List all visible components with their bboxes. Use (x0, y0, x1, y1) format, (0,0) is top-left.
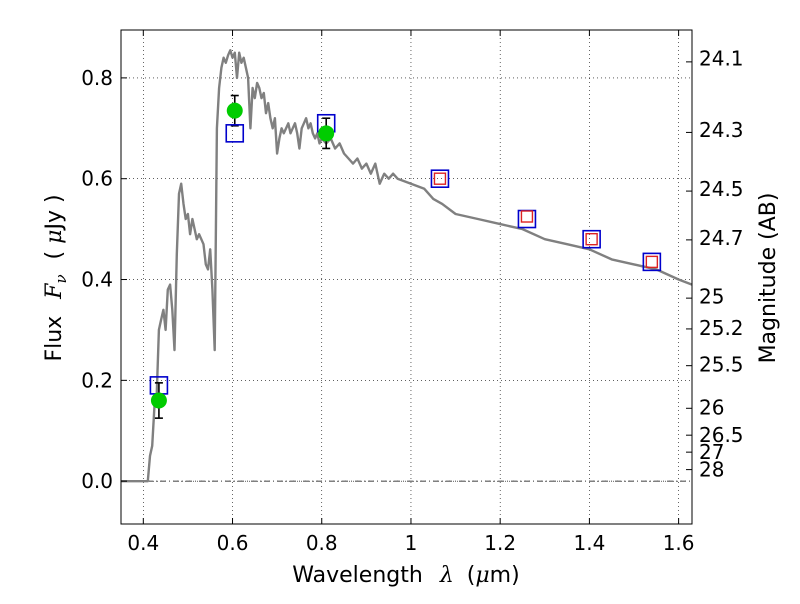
mag-tick-label-8: 26.5 (699, 423, 744, 447)
x-tick-label-0: 0.4 (127, 531, 159, 555)
y-axis-label-unit-open: ( (42, 244, 67, 260)
mag-tick-label-9: 27 (699, 440, 724, 464)
limit-marker-3 (645, 255, 659, 269)
model-marker-3 (430, 169, 450, 189)
x-axis-label-unit-rest: m) (490, 563, 520, 588)
model-marker-1 (225, 124, 245, 143)
spectrum-line (121, 49, 693, 483)
x-tick-label-1: 0.6 (217, 531, 249, 555)
y-axis-label-unit-rest: Jy ) (42, 194, 67, 231)
x-tick-label-3: 1 (405, 531, 418, 555)
mag-tick-label-3: 24.7 (699, 226, 744, 250)
plot-frame (120, 29, 693, 525)
y-axis-label: Flux Fν ( μJy ) (42, 194, 72, 361)
mag-tick-label-4: 25 (699, 285, 724, 309)
y-tick-label-3: 0.6 (81, 167, 113, 191)
x-axis-label-text: Wavelength (292, 563, 423, 588)
x-tick-label-5: 1.4 (573, 531, 605, 555)
x-tick-label-6: 1.6 (663, 531, 695, 555)
mag-tick-label-6: 25.5 (699, 353, 744, 377)
mag-tick-label-0: 24.1 (699, 47, 744, 71)
x-axis-label-unit-open: ( (467, 563, 476, 588)
limit-marker-2 (585, 232, 598, 246)
x-tick-label-4: 1.2 (484, 531, 516, 555)
y-axis-label-unit-mu: μ (42, 230, 67, 244)
mag-tick-label-2: 24.5 (699, 177, 744, 201)
observed-point-2 (318, 125, 335, 142)
limit-marker-0 (433, 172, 447, 185)
y-tick-label-2: 0.4 (81, 268, 113, 292)
model-marker-5 (582, 229, 601, 249)
y-axis-label-text: Flux (42, 316, 67, 362)
y-axis-label-subscript: ν (52, 274, 70, 283)
x-ticks: 0.4 0.6 0.8 1 1.2 1.4 1.6 (127, 30, 695, 555)
y-tick-label-0: 0.0 (81, 469, 113, 493)
limit-marker-1 (520, 210, 534, 223)
magnitude-axis-label: Magnitude (AB) (756, 193, 781, 364)
y-axis-label-symbol: F (42, 283, 67, 300)
mag-tick-label-10: 28 (699, 458, 724, 482)
series-layer (121, 49, 693, 483)
x-axis-label-symbol: λ (439, 563, 454, 588)
x-tick-label-2: 0.8 (306, 531, 338, 555)
model-marker-6 (642, 252, 662, 272)
x-axis-label: Wavelength λ (μm) (292, 563, 519, 588)
y-tick-label-1: 0.2 (81, 368, 113, 392)
mag-tick-label-5: 25.2 (699, 316, 744, 340)
mag-tick-label-7: 26 (699, 396, 724, 420)
observed-point-1 (226, 102, 243, 119)
x-axis-label-unit-mu: μ (475, 563, 489, 588)
observed-point-0 (150, 392, 167, 409)
mag-tick-label-1: 24.3 (699, 118, 744, 142)
y-tick-label-4: 0.8 (81, 66, 113, 90)
y-ticks: 0.0 0.2 0.4 0.6 0.8 (81, 66, 127, 493)
